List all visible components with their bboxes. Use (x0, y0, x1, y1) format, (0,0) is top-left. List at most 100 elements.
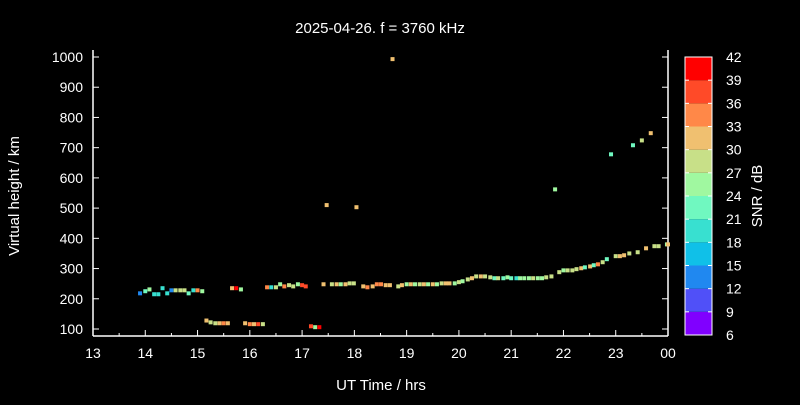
data-point (361, 284, 366, 289)
x-axis-label: UT Time / hrs (336, 377, 426, 394)
data-point (522, 276, 527, 281)
colorbar-tick-label: 33 (726, 119, 742, 135)
colorbar-tick-label: 15 (726, 258, 742, 274)
chart-title: 2025-04-26. f = 3760 kHz (295, 20, 465, 37)
data-point (622, 253, 627, 258)
data-point (452, 281, 457, 286)
data-point (165, 291, 170, 296)
data-point (321, 282, 326, 287)
colorbar-tick-label: 9 (726, 304, 734, 320)
data-point (152, 292, 157, 297)
data-point (291, 284, 296, 289)
data-point (182, 288, 187, 293)
data-point (544, 275, 549, 280)
data-point (582, 265, 587, 270)
data-point (243, 321, 248, 326)
data-point (570, 268, 575, 273)
data-point (173, 288, 178, 293)
data-points (138, 57, 670, 330)
data-point (488, 275, 493, 280)
colorbar-band (685, 311, 712, 335)
x-tick-label: 00 (660, 345, 676, 361)
data-point (303, 284, 308, 289)
data-point (334, 282, 339, 287)
data-point (238, 287, 243, 292)
x-tick-label: 14 (137, 345, 153, 361)
data-point (399, 283, 404, 288)
data-point (354, 205, 359, 210)
data-point (439, 281, 444, 286)
data-point (343, 282, 348, 287)
colorbar-band (685, 265, 712, 289)
data-point (483, 274, 488, 279)
data-point (287, 283, 292, 288)
colorbar-band (685, 149, 712, 173)
data-point (617, 254, 622, 259)
data-point (652, 244, 657, 249)
colorbar-label: SNR / dB (749, 165, 766, 228)
colorbar-band (685, 80, 712, 104)
data-point (460, 279, 465, 284)
data-point (518, 276, 523, 281)
data-point (413, 282, 417, 287)
data-point (465, 277, 470, 282)
data-point (252, 322, 256, 327)
colorbar-tick-label: 12 (726, 281, 742, 297)
data-point (156, 292, 161, 297)
data-point (469, 276, 474, 281)
colorbar-band (685, 126, 712, 150)
data-point (195, 288, 200, 293)
data-point (565, 268, 570, 273)
colorbar-tick-label: 39 (726, 72, 742, 88)
data-point (514, 276, 519, 281)
data-point (430, 282, 435, 287)
data-point (186, 291, 191, 296)
x-tick-label: 15 (190, 345, 206, 361)
colorbar-band (685, 288, 712, 312)
data-point (609, 152, 614, 157)
data-point (143, 289, 148, 294)
y-tick-label: 900 (60, 79, 84, 95)
data-point (370, 284, 375, 289)
data-point (492, 276, 497, 281)
data-point (256, 322, 261, 327)
x-tick-label: 16 (242, 345, 258, 361)
data-point (338, 282, 343, 287)
data-point (456, 280, 461, 285)
colorbar-band (685, 196, 712, 220)
data-point (247, 322, 252, 327)
data-point (595, 262, 600, 267)
data-point (383, 283, 388, 288)
colorbar-tick-label: 27 (726, 165, 742, 181)
colorbar-band (685, 172, 712, 196)
y-tick-label: 700 (60, 140, 84, 156)
data-point (178, 288, 183, 293)
data-point (549, 274, 554, 279)
colorbar-tick-label: 30 (726, 142, 742, 158)
colorbar-tick-label: 36 (726, 95, 742, 111)
y-tick-label: 300 (60, 261, 84, 277)
colorbar-band (685, 57, 712, 81)
data-point (443, 281, 448, 286)
data-point (230, 286, 235, 291)
data-point (365, 285, 370, 290)
data-point (160, 286, 165, 291)
colorbar-band (685, 103, 712, 127)
data-point (501, 276, 506, 281)
colorbar-tick-label: 18 (726, 234, 742, 250)
colorbar-tick-label: 21 (726, 211, 742, 227)
data-point (421, 282, 426, 287)
y-tick-label: 800 (60, 109, 84, 125)
data-point (591, 263, 596, 268)
data-point (169, 288, 174, 293)
data-point (474, 274, 479, 279)
data-point (408, 282, 413, 287)
data-point (600, 260, 605, 265)
data-point (191, 288, 196, 293)
data-point (561, 268, 566, 273)
data-point (200, 289, 205, 294)
colorbar-tick-label: 6 (726, 327, 734, 343)
data-point (579, 266, 584, 271)
x-tick-label: 17 (294, 345, 310, 361)
